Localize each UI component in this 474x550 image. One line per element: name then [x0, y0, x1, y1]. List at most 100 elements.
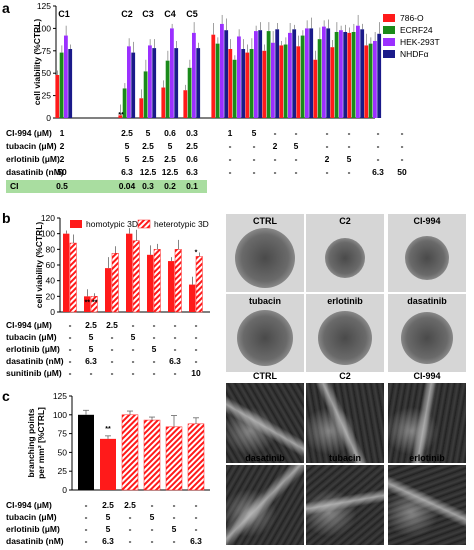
table-cell: -	[252, 167, 256, 177]
table-cell: 2	[59, 154, 65, 164]
vascular-image	[306, 383, 384, 463]
table-cell: -	[228, 167, 232, 177]
bar-hek293t	[356, 25, 360, 119]
table-cell: -	[68, 344, 72, 354]
bar-homotypic	[63, 233, 70, 312]
bar-786o	[313, 59, 318, 118]
table-cell: -	[68, 320, 72, 330]
table-row-label: CI-994 (μM)	[6, 128, 52, 138]
bar-786o	[139, 98, 144, 118]
bar-nhdf	[309, 28, 314, 118]
bar-single	[165, 426, 183, 491]
spheroid-image: erlotinib	[306, 294, 384, 372]
table-cell: -	[400, 154, 404, 164]
bar-ecrf24	[122, 88, 127, 118]
spheroid	[237, 310, 293, 366]
legend-swatch-homotypic	[70, 220, 82, 228]
table-cell: -	[173, 332, 177, 342]
image-label: C2	[339, 216, 351, 226]
bar-hek293t	[127, 46, 131, 118]
bar-heterotypic	[90, 296, 98, 313]
table-cell: 5	[151, 344, 157, 354]
table-cell: -	[150, 524, 154, 534]
table-row-label: erlotinib (μM)	[6, 344, 60, 354]
table-cell: 2.5	[186, 141, 198, 151]
table-cell: -	[110, 356, 114, 366]
table-cell: -	[376, 141, 380, 151]
y-tick-label: 100	[41, 229, 55, 239]
table-cell: -	[252, 141, 256, 151]
y-tick-label: 125	[37, 1, 51, 11]
table-cell: 2	[272, 141, 278, 151]
table-cell: 5	[130, 332, 136, 342]
image-label: tubacin	[248, 296, 281, 306]
table-cell: -	[273, 128, 277, 138]
table-row-label: dasatinib (nM)	[6, 356, 64, 366]
table-cell: 6.3	[186, 167, 198, 177]
bar-ecrf24	[351, 31, 356, 118]
bar-homotypic	[168, 261, 175, 312]
bar-nhdf	[258, 30, 263, 118]
table-cell: 5	[124, 141, 130, 151]
bar-786o	[330, 47, 335, 118]
y-tick-label: 100	[37, 23, 51, 33]
bar-homotypic	[189, 284, 196, 312]
table-cell: 5	[105, 524, 111, 534]
legend-label: NHDFα	[400, 49, 429, 59]
table-cell: -	[68, 332, 72, 342]
table-cell: -	[347, 167, 351, 177]
table-cell: 2.5	[85, 320, 97, 330]
group-label: C1	[58, 9, 70, 19]
table-cell: -	[194, 332, 198, 342]
bar-786o	[364, 45, 369, 119]
bar-single	[121, 414, 139, 491]
bar-ecrf24	[368, 43, 373, 118]
table-row-label: dasatinib (nM)	[6, 536, 64, 546]
vascular-image	[388, 465, 466, 545]
bar-hek293t	[237, 36, 241, 118]
ci-value: 0.04	[118, 181, 136, 191]
legend-label: ECRF24	[400, 25, 433, 35]
table-cell: 5	[145, 128, 151, 138]
bar-hek293t	[192, 32, 196, 118]
table-cell: 2.5	[142, 154, 154, 164]
table-cell: -	[110, 368, 114, 378]
y-tick-label: 120	[41, 213, 55, 223]
table-cell: 5	[105, 512, 111, 522]
table-cell: -	[325, 141, 329, 151]
bar-786o	[296, 46, 301, 118]
table-row-label: erlotinib (μM)	[6, 154, 60, 164]
bar-ecrf24	[249, 49, 254, 119]
bar-homotypic	[105, 268, 112, 312]
ci-value: 0.1	[186, 181, 198, 191]
bar-hek293t	[220, 23, 224, 119]
bar-nhdf	[152, 48, 157, 118]
y-axis-label: cell viability (%CTRL)	[32, 19, 42, 106]
table-cell: -	[131, 344, 135, 354]
table-cell: -	[294, 154, 298, 164]
table-cell: -	[347, 128, 351, 138]
bar-nhdf	[241, 49, 246, 119]
table-cell: 5	[293, 141, 299, 151]
table-cell: -	[152, 320, 156, 330]
table-cell: 2.5	[142, 141, 154, 151]
y-axis-label: cell viability (%CTRL)	[34, 222, 44, 309]
table-cell: 1	[59, 128, 65, 138]
group-label: C2	[121, 9, 133, 19]
table-cell: -	[172, 512, 176, 522]
table-cell: -	[150, 500, 154, 510]
table-cell: -	[228, 141, 232, 151]
table-cell: -	[194, 524, 198, 534]
table-cell: -	[194, 512, 198, 522]
table-row-label: tubacin (μM)	[6, 332, 57, 342]
table-cell: -	[131, 320, 135, 330]
table-cell: -	[294, 128, 298, 138]
bar-nhdf	[360, 29, 365, 119]
table-cell: -	[273, 154, 277, 164]
image-label: C2	[339, 371, 351, 381]
group-label: C3	[142, 9, 154, 19]
spheroid-image: CTRL	[226, 214, 304, 292]
image-label: erlotinib	[327, 296, 363, 306]
image-label: erlotinib	[409, 453, 445, 463]
bar-single	[187, 423, 205, 491]
